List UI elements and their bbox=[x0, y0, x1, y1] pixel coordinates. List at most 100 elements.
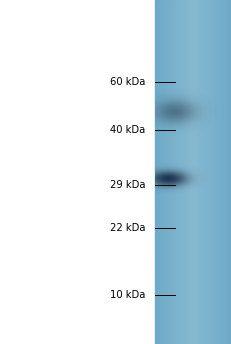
Bar bbox=[194, 0, 195, 344]
Bar bbox=[200, 0, 201, 344]
Bar bbox=[180, 0, 181, 344]
Bar bbox=[223, 0, 225, 344]
Bar bbox=[176, 0, 177, 344]
Bar bbox=[210, 0, 211, 344]
Bar bbox=[201, 0, 202, 344]
Bar bbox=[225, 0, 226, 344]
Bar bbox=[160, 0, 161, 344]
Bar bbox=[173, 0, 174, 344]
Bar bbox=[197, 0, 198, 344]
Bar bbox=[186, 0, 187, 344]
Bar bbox=[191, 0, 192, 344]
Bar bbox=[180, 0, 182, 344]
Text: 10 kDa: 10 kDa bbox=[110, 290, 145, 300]
Bar bbox=[211, 0, 212, 344]
Bar bbox=[164, 0, 165, 344]
Bar bbox=[216, 0, 218, 344]
Bar bbox=[211, 0, 213, 344]
Bar bbox=[163, 0, 164, 344]
Bar bbox=[182, 0, 183, 344]
Bar bbox=[203, 0, 204, 344]
Bar bbox=[159, 0, 160, 344]
Bar bbox=[165, 0, 166, 344]
Bar bbox=[198, 0, 199, 344]
Bar bbox=[206, 0, 207, 344]
Bar bbox=[185, 0, 187, 344]
Bar bbox=[195, 0, 196, 344]
Bar bbox=[157, 0, 158, 344]
Bar bbox=[221, 0, 222, 344]
Bar bbox=[206, 0, 207, 344]
Bar bbox=[212, 0, 213, 344]
Bar bbox=[201, 0, 202, 344]
Bar bbox=[209, 0, 210, 344]
Bar bbox=[158, 0, 159, 344]
Bar bbox=[168, 0, 169, 344]
Bar bbox=[198, 0, 199, 344]
Bar bbox=[207, 0, 208, 344]
Bar bbox=[217, 0, 218, 344]
Bar bbox=[168, 0, 169, 344]
Bar bbox=[163, 0, 164, 344]
Bar bbox=[172, 0, 173, 344]
Bar bbox=[184, 0, 185, 344]
Bar bbox=[226, 0, 227, 344]
Bar bbox=[205, 0, 206, 344]
Bar bbox=[213, 0, 214, 344]
Bar bbox=[220, 0, 221, 344]
Bar bbox=[189, 0, 190, 344]
Bar bbox=[227, 0, 228, 344]
Bar bbox=[187, 0, 188, 344]
Bar bbox=[174, 0, 175, 344]
Bar bbox=[158, 0, 159, 344]
Bar bbox=[183, 0, 185, 344]
Bar bbox=[155, 0, 156, 344]
Bar bbox=[188, 0, 189, 344]
Bar bbox=[190, 0, 191, 344]
Bar bbox=[175, 0, 176, 344]
Bar bbox=[178, 0, 179, 344]
Text: 40 kDa: 40 kDa bbox=[110, 125, 145, 135]
Bar bbox=[169, 0, 170, 344]
Bar bbox=[194, 0, 195, 344]
Bar bbox=[228, 0, 230, 344]
Bar bbox=[204, 0, 205, 344]
Bar bbox=[187, 0, 188, 344]
Bar bbox=[204, 0, 206, 344]
Bar bbox=[176, 0, 178, 344]
Bar bbox=[178, 0, 179, 344]
Bar bbox=[166, 0, 167, 344]
Bar bbox=[210, 0, 211, 344]
Bar bbox=[229, 0, 230, 344]
Bar bbox=[224, 0, 225, 344]
Bar bbox=[177, 0, 178, 344]
Text: 29 kDa: 29 kDa bbox=[109, 180, 145, 190]
Bar bbox=[156, 0, 157, 344]
Bar bbox=[202, 0, 203, 344]
Bar bbox=[222, 0, 223, 344]
Bar bbox=[173, 0, 174, 344]
Bar bbox=[215, 0, 216, 344]
Bar bbox=[208, 0, 209, 344]
Bar bbox=[213, 0, 214, 344]
Bar bbox=[228, 0, 229, 344]
Bar bbox=[215, 0, 216, 344]
Bar bbox=[222, 0, 223, 344]
Bar bbox=[166, 0, 167, 344]
Bar bbox=[192, 0, 193, 344]
Bar bbox=[214, 0, 215, 344]
Bar bbox=[223, 0, 224, 344]
Bar bbox=[170, 0, 171, 344]
Bar bbox=[225, 0, 226, 344]
Bar bbox=[193, 0, 194, 344]
Text: 60 kDa: 60 kDa bbox=[110, 77, 145, 87]
Bar bbox=[219, 0, 220, 344]
Bar bbox=[171, 0, 172, 344]
Bar bbox=[230, 0, 231, 344]
Bar bbox=[185, 0, 186, 344]
Bar bbox=[181, 0, 182, 344]
Bar bbox=[199, 0, 201, 344]
Text: 22 kDa: 22 kDa bbox=[109, 223, 145, 233]
Bar bbox=[162, 0, 163, 344]
Bar bbox=[230, 0, 231, 344]
